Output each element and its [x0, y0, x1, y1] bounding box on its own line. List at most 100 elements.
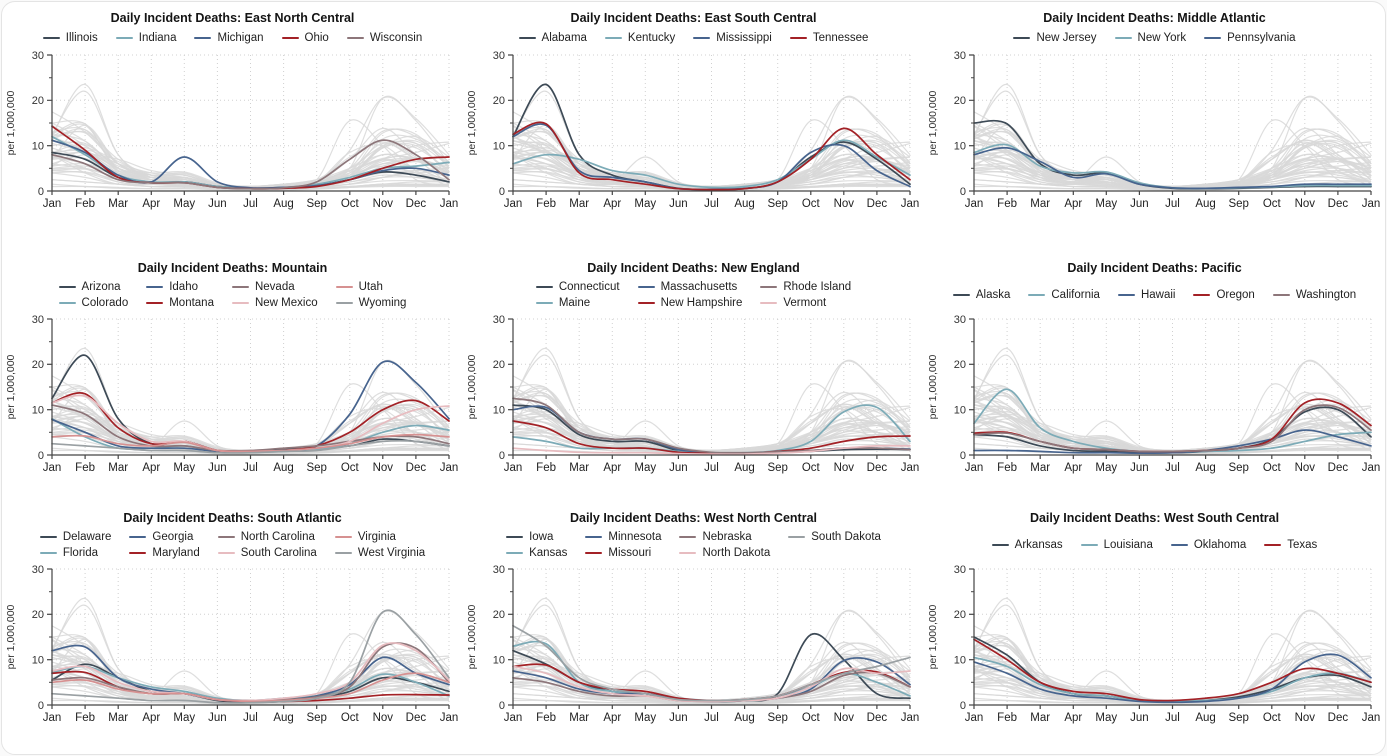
legend-swatch-west-virginia [334, 552, 352, 554]
x-tick-label: Jan [901, 712, 920, 724]
x-tick-label: Dec [867, 462, 888, 474]
x-tick-label: Jan [43, 712, 62, 724]
x-tick-label: Nov [1295, 198, 1316, 210]
x-tick-label: Dec [406, 712, 427, 724]
x-tick-label: Jun [669, 712, 688, 724]
legend-swatch-maine [535, 302, 553, 304]
y-axis-title: per 1,000,000 [927, 604, 939, 669]
legend-item-vermont: Vermont [760, 296, 851, 311]
legend-label: Arizona [81, 281, 121, 293]
x-tick-label: Apr [1064, 198, 1082, 210]
x-tick-label: Jan [440, 712, 459, 724]
legend-item-kentucky: Kentucky [604, 31, 675, 46]
legend-label: California [1051, 289, 1100, 301]
state-line-texas [973, 638, 1372, 702]
y-tick-label: 30 [32, 50, 44, 62]
x-tick-label: Jun [1130, 198, 1149, 210]
legend-label: Mississippi [716, 32, 772, 44]
x-tick-label: Jul [704, 198, 719, 210]
legend-label: South Dakota [811, 531, 881, 543]
legend-item-alabama: Alabama [518, 31, 587, 46]
background-line [51, 181, 450, 191]
x-tick-label: Aug [273, 712, 293, 724]
y-tick-label: 20 [954, 359, 966, 371]
y-axis-title: per 1,000,000 [466, 604, 478, 669]
legend-item-wyoming: Wyoming [335, 296, 406, 311]
legend-swatch-texas [1264, 544, 1282, 546]
panel-west-north-central: Daily Incident Deaths: West North Centra… [463, 502, 924, 752]
x-tick-label: Mar [1030, 462, 1050, 474]
x-tick-label: May [173, 198, 195, 210]
legend-item-maryland: Maryland [129, 546, 200, 561]
y-tick-label: 0 [960, 186, 966, 198]
legend: Arkansas Louisiana Oklahoma Texas [924, 527, 1385, 563]
legend-label: Nevada [254, 281, 295, 293]
x-tick-label: Oct [341, 462, 360, 474]
x-tick-label: Apr [142, 712, 160, 724]
x-tick-label: Sep [767, 198, 787, 210]
x-tick-label: Apr [1064, 462, 1082, 474]
panel-west-south-central: Daily Incident Deaths: West South Centra… [924, 502, 1385, 752]
x-tick-label: Jul [1165, 712, 1180, 724]
legend-swatch-wisconsin [346, 37, 364, 39]
chart-west-north-central: 0 10 20 30 Jan Feb Mar Apr May Jun Jul Aug Sep Oct Nov… [466, 564, 920, 724]
legend: Iowa Kansas Minnesota Missouri Nebraska North… [463, 527, 924, 563]
legend-swatch-arkansas [991, 544, 1009, 546]
legend-swatch-kentucky [604, 37, 622, 39]
legend-item-delaware: Delaware [39, 530, 111, 545]
x-tick-label: Oct [1263, 712, 1282, 724]
legend-swatch-ohio [281, 37, 299, 39]
x-tick-label: Jun [208, 712, 227, 724]
x-tick-label: Feb [997, 462, 1017, 474]
background-line [51, 124, 450, 188]
panel-title: Daily Incident Deaths: Mountain [137, 261, 328, 275]
legend-swatch-south-carolina [217, 552, 235, 554]
x-tick-label: Jun [669, 198, 688, 210]
state-line-pennsylvania [973, 146, 1372, 190]
legend-item-idaho: Idaho [146, 280, 214, 295]
x-tick-label: Dec [867, 198, 888, 210]
legend-item-louisiana: Louisiana [1080, 538, 1153, 553]
chart-pacific: 0 10 20 30 Jan Feb Mar Apr May Jun Jul Aug Sep Oct Nov… [927, 314, 1380, 474]
legend-swatch-arizona [58, 286, 76, 288]
legend-label: Alaska [975, 289, 1011, 301]
legend-swatch-georgia [129, 536, 147, 538]
x-tick-label: Aug [273, 462, 293, 474]
legend-swatch-new-jersey [1013, 37, 1031, 39]
legend-swatch-colorado [58, 302, 76, 304]
legend-item-maine: Maine [535, 296, 620, 311]
x-tick-label: Oct [802, 198, 821, 210]
y-tick-label: 10 [493, 141, 505, 153]
x-tick-label: Nov [1295, 462, 1316, 474]
legend-swatch-idaho [146, 286, 164, 288]
y-axis-title: per 1,000,000 [466, 90, 478, 155]
legend-item-washington: Washington [1272, 288, 1356, 303]
y-tick-label: 20 [954, 609, 966, 621]
y-tick-label: 0 [38, 450, 44, 462]
legend-swatch-north-dakota [679, 552, 697, 554]
x-tick-label: Sep [306, 712, 326, 724]
legend-label: North Carolina [240, 531, 315, 543]
y-axis-title: per 1,000,000 [927, 354, 939, 419]
legend-label: Nebraska [702, 531, 752, 543]
legend-swatch-vermont [760, 302, 778, 304]
x-tick-label: Aug [273, 198, 293, 210]
legend-swatch-illinois [42, 37, 60, 39]
panel-title: Daily Incident Deaths: East South Centra… [570, 11, 817, 25]
x-tick-label: Apr [603, 712, 621, 724]
state-line-wisconsin [51, 139, 450, 190]
panel-title: Daily Incident Deaths: New England [587, 261, 800, 275]
background-line [512, 124, 911, 188]
x-tick-label: Feb [75, 462, 95, 474]
state-line-west-virginia [51, 609, 450, 704]
x-tick-label: Dec [406, 462, 427, 474]
y-tick-label: 0 [499, 700, 505, 712]
x-tick-label: Jan [901, 198, 920, 210]
chart-west-south-central: 0 10 20 30 Jan Feb Mar Apr May Jun Jul Aug Sep Oct Nov… [927, 564, 1380, 724]
x-tick-label: May [1095, 198, 1117, 210]
x-tick-label: Apr [603, 198, 621, 210]
x-tick-label: Jan [1362, 198, 1381, 210]
x-tick-label: Nov [834, 462, 855, 474]
background-line [973, 124, 1372, 188]
state-line-north-dakota [512, 665, 911, 703]
